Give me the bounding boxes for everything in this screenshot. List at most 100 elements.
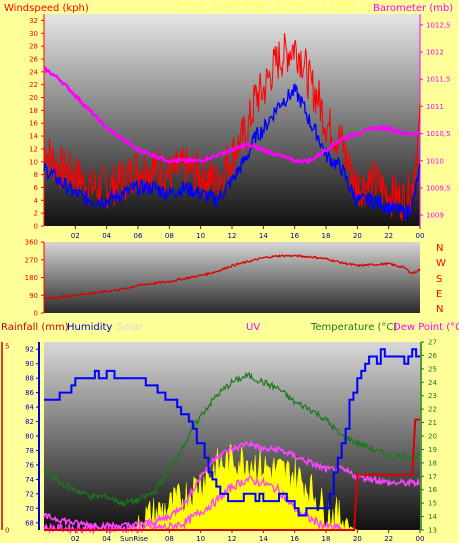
- solar-label: Solar: [117, 322, 143, 333]
- temp-y-tick-label: 17: [428, 473, 437, 481]
- direction-letter-n: N: [436, 243, 443, 254]
- temp-x-tick-label: 04: [102, 535, 111, 543]
- wind-y-tick-label: 26: [29, 55, 38, 63]
- wind-y-tick-label: 10: [29, 158, 38, 166]
- wind-x-tick-label: 08: [165, 232, 174, 240]
- temp-y-tick-label: 16: [428, 486, 437, 494]
- uv-line: [43, 475, 342, 535]
- temperature-chart: 68 70 72 74 76 78 80 82 84 86 88 90 92 0 5 13 14 15 16 17 18…: [1, 339, 437, 543]
- wind-x-tick-label: 12: [228, 232, 237, 240]
- wind-y-tick-label: 22: [29, 81, 38, 89]
- wind-average-line: [43, 83, 421, 222]
- wind-y-tick-label: 24: [29, 68, 38, 76]
- wind-y-tick-label: 28: [29, 43, 38, 51]
- wind-x-tick-label: 20: [353, 232, 362, 240]
- wind-y-tick-label: 6: [34, 184, 39, 192]
- wind-x-tick-label: 10: [196, 232, 205, 240]
- wind-y-tick-label: 30: [29, 30, 38, 38]
- temperature-line: [43, 371, 420, 507]
- rain-y-tick-label: 0: [5, 527, 9, 535]
- humidity-line: [44, 348, 420, 517]
- dir-y-tick-label: 0: [34, 310, 38, 318]
- dewpoint-label: Dew Point (°C): [393, 322, 459, 333]
- rain-y-tick-label: 5: [5, 343, 9, 351]
- rainfall-label: Rainfall (mm): [1, 322, 69, 333]
- sunrise-label: SunRise: [120, 535, 148, 543]
- humidity-y-tick-label: 82: [25, 418, 34, 426]
- humidity-y-tick-label: 78: [25, 447, 34, 455]
- humidity-y-tick-label: 72: [25, 490, 34, 498]
- humidity-y-tick-label: 92: [25, 346, 34, 354]
- wind-y-tick-label: 8: [34, 171, 38, 179]
- wind-y-tick-label: 4: [34, 197, 39, 205]
- wind-x-tick-label: 06: [134, 232, 143, 240]
- dir-y-tick-label: 90: [29, 292, 38, 300]
- temp-x-tick-label: 10: [196, 535, 205, 543]
- humidity-y-tick-label: 68: [25, 519, 34, 527]
- baro-y-tick-label: 1010: [426, 157, 444, 165]
- temp-y-tick-label: 26: [428, 352, 437, 360]
- temp-x-tick-label: 22: [384, 535, 393, 543]
- humidity-y-tick-label: 90: [25, 360, 34, 368]
- temperature-label: Temperature (°C): [310, 322, 397, 333]
- rainfall-line: [44, 418, 420, 531]
- wind-x-tick-label: 18: [322, 232, 331, 240]
- temp-y-tick-label: 24: [428, 379, 437, 387]
- wind-gust-line: [43, 32, 421, 222]
- wind-y-tick-label: 32: [29, 17, 38, 25]
- temp-y-tick-label: 20: [428, 433, 437, 441]
- baro-y-tick-label: 1012,5: [426, 21, 451, 29]
- baro-y-tick-label: 1011: [426, 103, 444, 111]
- temp-y-tick-label: 27: [428, 339, 437, 347]
- wind-chart: 0246810121416182022242628303210091009,51…: [29, 14, 451, 240]
- uv-label: UV: [246, 322, 260, 333]
- wind-y-tick-label: 2: [34, 210, 38, 218]
- wind-y-tick-label: 14: [29, 133, 38, 141]
- temp-x-tick-label: 08: [165, 535, 174, 543]
- barometer-axis-label: Barometer (mb): [373, 3, 453, 14]
- direction-letter-w: W: [436, 258, 446, 269]
- direction-letter-s: S: [436, 274, 442, 285]
- wind-x-tick-label: 04: [102, 232, 111, 240]
- direction-letter-n2: N: [436, 304, 443, 315]
- temp-y-tick-label: 22: [428, 406, 437, 414]
- dir-y-tick-label: 180: [25, 274, 38, 282]
- temp-y-tick-label: 15: [428, 500, 437, 508]
- temp-x-tick-label: 16: [290, 535, 299, 543]
- baro-y-tick-label: 1009: [426, 212, 444, 220]
- humidity-y-tick-label: 86: [25, 389, 34, 397]
- wind-y-tick-label: 18: [29, 107, 38, 115]
- temp-y-tick-label: 19: [428, 446, 437, 454]
- humidity-y-tick-label: 84: [25, 404, 34, 412]
- windspeed-axis-label: Windspeed (kph): [4, 3, 89, 14]
- temp-x-tick-label: 00: [416, 535, 425, 543]
- wind-direction-line: [43, 254, 421, 300]
- temp-y-tick-label: 14: [428, 513, 437, 521]
- temp-y-tick-label: 25: [428, 365, 437, 373]
- graph-subtitle: 14 hour graph data - 13 August 2008: [168, 0, 354, 11]
- wind-y-tick-label: 20: [29, 94, 38, 102]
- humidity-label: Humidity: [67, 322, 112, 333]
- wind-x-tick-label: 16: [290, 232, 299, 240]
- temp-y-tick-label: 13: [428, 527, 437, 535]
- baro-y-tick-label: 1011,5: [426, 76, 451, 84]
- temp-x-tick-label: 12: [228, 535, 237, 543]
- barometer-line: [43, 65, 421, 165]
- humidity-y-tick-label: 76: [25, 461, 34, 469]
- temp-y-tick-label: 18: [428, 459, 437, 467]
- temp-y-tick-label: 21: [428, 419, 437, 427]
- wind-y-tick-label: 16: [29, 120, 38, 128]
- baro-y-tick-label: 1010,5: [426, 130, 451, 138]
- wind-y-tick-label: 12: [29, 145, 38, 153]
- humidity-y-tick-label: 88: [25, 375, 34, 383]
- direction-chart: 0 90 180 270 360: [25, 239, 421, 318]
- wind-x-tick-label: 14: [259, 232, 268, 240]
- humidity-y-tick-label: 74: [25, 476, 34, 484]
- temp-x-tick-label: 18: [322, 535, 331, 543]
- humidity-y-tick-label: 70: [25, 505, 34, 513]
- temp-x-tick-label: 02: [71, 535, 80, 543]
- direction-letter-e: E: [436, 289, 442, 300]
- temp-x-tick-label: 14: [259, 535, 268, 543]
